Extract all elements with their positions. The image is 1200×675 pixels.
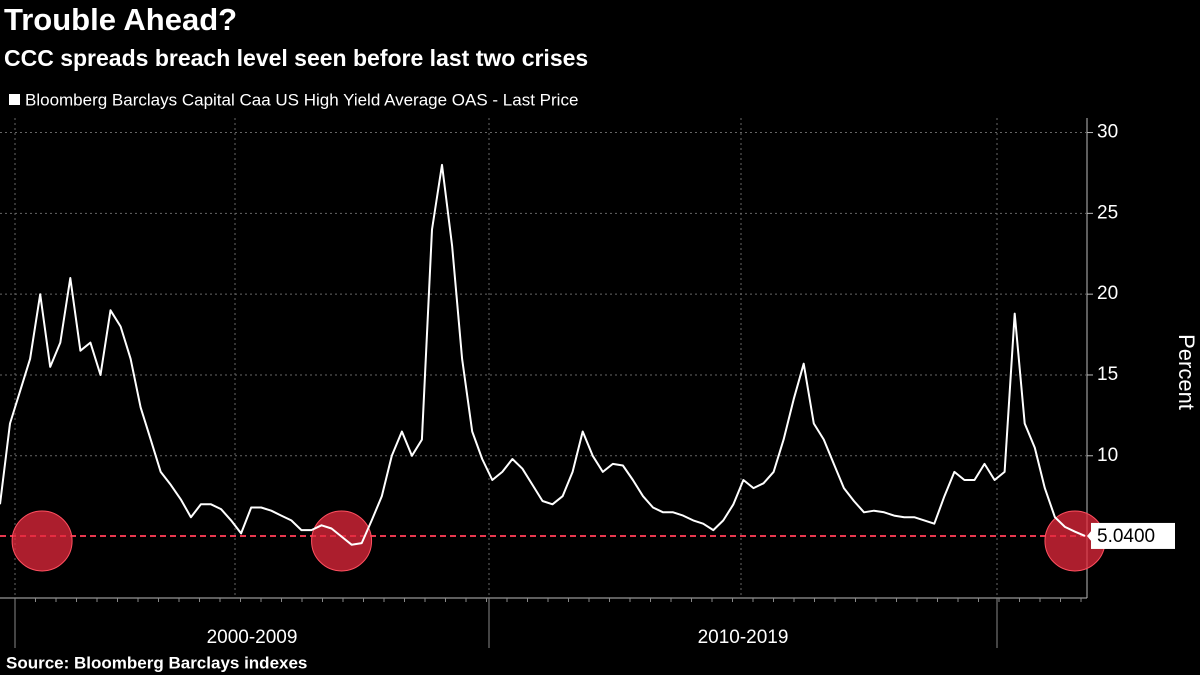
y-tick-label: 20 bbox=[1097, 283, 1118, 304]
source: Source: Bloomberg Barclays indexes bbox=[6, 653, 307, 672]
value-label: 5.0400 bbox=[1097, 526, 1155, 547]
value-label-box bbox=[1091, 522, 1175, 549]
x-group-label: 2010-2019 bbox=[698, 627, 789, 648]
value-label-pointer bbox=[1087, 529, 1092, 542]
y-tick-label: 25 bbox=[1097, 202, 1118, 223]
series-line bbox=[0, 163, 1086, 546]
y-tick-label: 10 bbox=[1097, 445, 1118, 466]
y-axis-label: Percent bbox=[1174, 334, 1199, 410]
highlight-circle bbox=[11, 510, 73, 572]
legend-label: Bloomberg Barclays Capital Caa US High Y… bbox=[25, 90, 578, 109]
chart-title: Trouble Ahead? bbox=[4, 2, 237, 37]
y-tick-label: 30 bbox=[1097, 122, 1118, 143]
y-tick-label: 15 bbox=[1097, 364, 1118, 385]
x-group-label: 2000-2009 bbox=[207, 627, 298, 648]
chart-subtitle: CCC spreads breach level seen before las… bbox=[4, 45, 588, 71]
legend-swatch bbox=[9, 94, 20, 105]
